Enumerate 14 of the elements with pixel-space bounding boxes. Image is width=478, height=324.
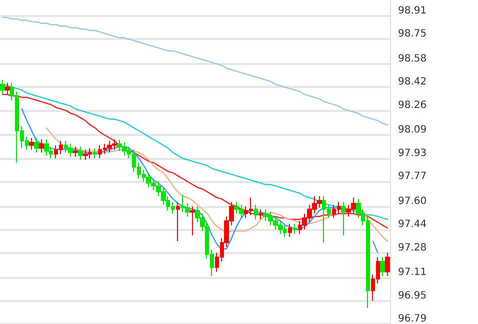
y-tick-label: 97.28 xyxy=(398,242,427,254)
y-tick-label: 97.93 xyxy=(398,148,427,159)
y-tick-label: 96.95 xyxy=(398,290,427,302)
y-tick-label: 98.75 xyxy=(398,28,427,40)
y-tick-label: 97.44 xyxy=(398,219,427,230)
y-tick-label: 97.77 xyxy=(398,171,427,182)
y-tick-label: 98.09 xyxy=(398,124,427,136)
y-tick-label: 98.58 xyxy=(398,53,427,64)
y-tick-label: 97.11 xyxy=(398,267,427,278)
y-tick-label: 98.91 xyxy=(398,5,427,16)
y-tick-label: 98.42 xyxy=(398,76,427,88)
y-tick-label: 96.79 xyxy=(398,314,427,324)
y-tick-label: 98.26 xyxy=(398,100,427,111)
y-tick-label: 97.60 xyxy=(398,196,427,207)
